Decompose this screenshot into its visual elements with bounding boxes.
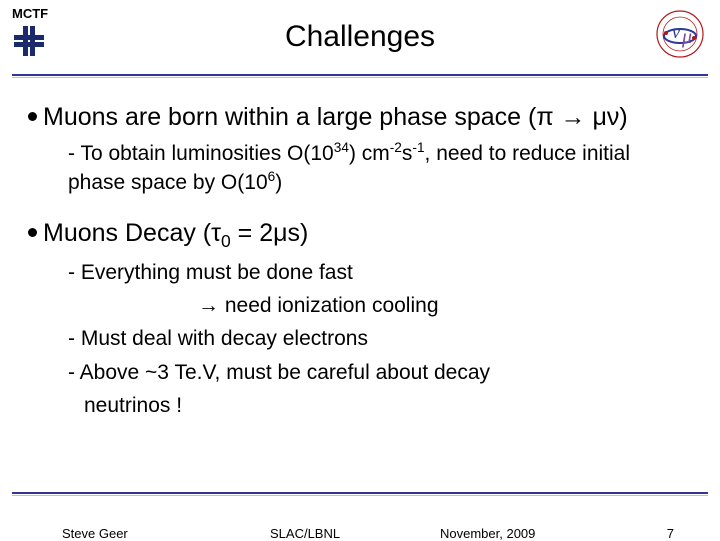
superscript: -1: [412, 140, 424, 155]
bullet-2-sub-1: - Everything must be done fast: [28, 259, 692, 286]
bullet-2-sub-3: - Above ~3 Te.V, must be careful about d…: [28, 359, 692, 386]
bullet-1-sub-1: - To obtain luminosities O(1034) cm-2s-1…: [28, 139, 692, 196]
footer-author: Steve Geer: [62, 526, 128, 541]
subscript: 0: [221, 231, 231, 251]
bullet-2-sub-1-arrow: → need ionization cooling: [28, 292, 692, 319]
bullet-1: Muons are born within a large phase spac…: [28, 102, 692, 133]
footer-venue: SLAC/LBNL: [270, 526, 340, 541]
bullet-2-sub-2: - Must deal with decay electrons: [28, 325, 692, 352]
bullet-2-sub-3b: neutrinos !: [28, 392, 692, 419]
bullet-dot-icon: [28, 112, 37, 121]
text-frag: = 2μs): [231, 219, 309, 247]
header: MCTF ν μ Challenges: [0, 0, 720, 70]
text-frag: - To obtain luminosities O(10: [68, 142, 334, 165]
fermilab-logo-icon: [14, 26, 44, 56]
text-frag: ): [275, 171, 282, 194]
bullet-1-text: Muons are born within a large phase spac…: [43, 103, 628, 131]
content: Muons are born within a large phase spac…: [0, 78, 720, 419]
text-frag: s: [402, 142, 413, 165]
superscript: 34: [334, 140, 349, 155]
bullet-dot-icon: [28, 228, 37, 237]
text-frag: ) cm: [349, 142, 390, 165]
neutrino-factory-logo-icon: ν μ: [654, 8, 706, 60]
footer-date: November, 2009: [440, 526, 535, 541]
bullet-2: Muons Decay (τ0 = 2μs): [28, 218, 692, 253]
svg-text:μ: μ: [681, 26, 692, 48]
superscript: -2: [390, 140, 402, 155]
footer-rule: [12, 492, 708, 496]
text-frag: Muons Decay (τ: [43, 219, 221, 247]
svg-text:ν: ν: [672, 22, 680, 42]
mctf-label: MCTF: [12, 6, 48, 21]
slide-title: Challenges: [0, 8, 720, 54]
footer-page-number: 7: [667, 526, 674, 541]
